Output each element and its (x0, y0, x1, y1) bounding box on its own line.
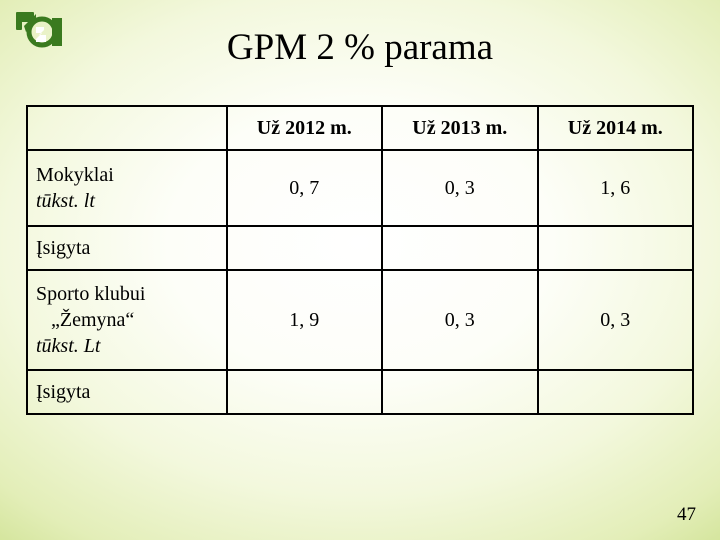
page-number: 47 (677, 504, 696, 526)
row-label-mokyklai: Mokyklai tūkst. lt (27, 150, 227, 226)
cell-value: 0, 3 (382, 270, 537, 370)
table-row: Įsigyta (27, 226, 693, 270)
table-row: Mokyklai tūkst. lt 0, 7 0, 3 1, 6 (27, 150, 693, 226)
label-text: Mokyklai (36, 162, 226, 188)
cell-value (538, 370, 694, 414)
cell-value (382, 370, 537, 414)
cell-value (227, 226, 382, 270)
table-header-2012: Už 2012 m. (227, 106, 382, 150)
label-text: Įsigyta (36, 235, 226, 261)
cell-value (538, 226, 694, 270)
table-row: Įsigyta (27, 370, 693, 414)
cell-value: 1, 9 (227, 270, 382, 370)
label-unit: tūkst. Lt (36, 333, 226, 359)
cell-value (382, 226, 537, 270)
cell-value: 0, 7 (227, 150, 382, 226)
cell-value: 1, 6 (538, 150, 694, 226)
label-text-cont: „Žemyna“ (36, 307, 226, 333)
label-unit: tūkst. lt (36, 188, 226, 214)
row-label-isigyta1: Įsigyta (27, 226, 227, 270)
data-table: Už 2012 m. Už 2013 m. Už 2014 m. Mokykla… (26, 105, 694, 415)
table-header-2013: Už 2013 m. (382, 106, 537, 150)
data-table-container: Už 2012 m. Už 2013 m. Už 2014 m. Mokykla… (26, 105, 694, 415)
cell-value: 0, 3 (382, 150, 537, 226)
table-header-2014: Už 2014 m. (538, 106, 694, 150)
table-row: Sporto klubui „Žemyna“ tūkst. Lt 1, 9 0,… (27, 270, 693, 370)
table-header-blank (27, 106, 227, 150)
cell-value (227, 370, 382, 414)
row-label-isigyta2: Įsigyta (27, 370, 227, 414)
page-title: GPM 2 % parama (0, 26, 720, 69)
table-header-row: Už 2012 m. Už 2013 m. Už 2014 m. (27, 106, 693, 150)
label-text: Sporto klubui (36, 281, 226, 307)
cell-value: 0, 3 (538, 270, 694, 370)
row-label-sporto: Sporto klubui „Žemyna“ tūkst. Lt (27, 270, 227, 370)
label-text: Įsigyta (36, 379, 226, 405)
